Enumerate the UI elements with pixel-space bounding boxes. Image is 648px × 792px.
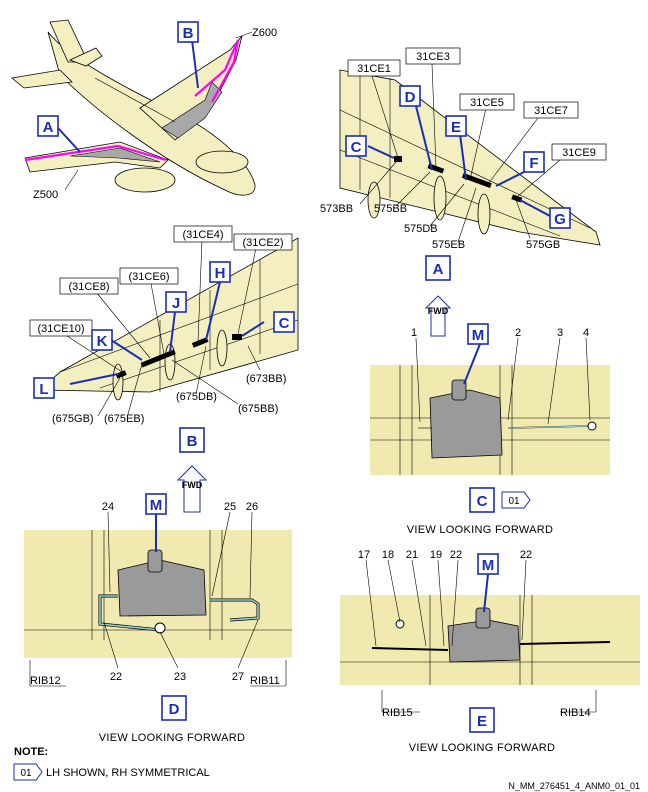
ref-4: 4 [583,327,589,339]
bracket-675gb: (675GB) [52,413,94,425]
sensor-31ce5: 31CE5 [470,97,504,109]
view-a-wing [339,63,601,246]
ref-3: 3 [557,327,563,339]
sensor-31ce8: (31CE8) [69,281,110,293]
detail-d: D [405,89,416,106]
zone-z500: Z500 [33,189,58,201]
ref-19: 19 [430,549,442,561]
view-d-detail [24,511,292,687]
bracket-575db: 575DB [404,223,438,235]
ref-22-e1: 22 [450,549,462,561]
note-text: LH SHOWN, RH SYMMETRICAL [46,767,210,779]
sensor-31ce4: (31CE4) [183,229,224,241]
callout-a: A [43,119,54,136]
detail-m-c: M [472,327,485,344]
bracket-573bb: 573BB [320,203,353,215]
ref-2: 2 [515,327,521,339]
ref-24: 24 [102,501,114,513]
detail-m-e: M [482,557,495,574]
view-e-detail [340,559,640,713]
detail-c-b: C [279,315,290,332]
ref-22-d: 22 [110,671,122,683]
bracket-575bb: 575BB [374,203,407,215]
callout-box-a [37,115,59,137]
sensor-31ce10: (31CE10) [37,323,84,335]
view-c-detail [370,337,610,475]
fwd-arrow-c: FWD [428,306,449,316]
bracket-675db: (675DB) [176,391,217,403]
rib12-label: RIB12 [30,675,61,687]
label-box [405,47,461,65]
detail-f: F [529,155,538,172]
bracket-675bb: (675BB) [238,403,278,415]
ref-18: 18 [382,549,394,561]
detail-k: K [97,333,108,350]
detail-h: H [215,265,226,282]
bracket-675eb: (675EB) [104,413,144,425]
label-box [551,143,607,161]
view-title-e: E [477,713,487,730]
label-box [523,101,579,119]
ref-1: 1 [411,327,417,339]
bracket-673bb: (673BB) [246,373,286,385]
rib14-label: RIB14 [560,707,591,719]
sensor-31ce1: 31CE1 [357,63,391,75]
view-title-c: C [477,493,488,510]
view-title-a: A [433,261,444,278]
detail-e: E [451,119,461,136]
note-title: NOTE: [14,746,48,758]
bracket-575gb: 575GB [526,239,560,251]
detail-j: J [172,295,180,312]
note-tag-c: 01 [508,496,520,507]
ref-21: 21 [406,549,418,561]
view-caption-d: VIEW LOOKING FORWARD [99,732,246,744]
bracket-575eb: 575EB [432,239,465,251]
label-box [459,93,515,111]
fwd-arrow-d: FWD [182,480,203,490]
detail-g: G [554,211,566,228]
ref-27: 27 [232,671,244,683]
sensor-31ce2: (31CE2) [243,237,284,249]
ref-17: 17 [358,549,370,561]
detail-c: C [351,139,362,156]
ref-25: 25 [224,501,236,513]
view-caption-c: VIEW LOOKING FORWARD [407,524,554,536]
ref-26: 26 [246,501,258,513]
ref-22-e2: 22 [520,549,532,561]
callout-box-b [177,21,199,43]
note-tag: 01 [20,768,32,779]
rib15-label: RIB15 [382,707,413,719]
ref-23: 23 [174,671,186,683]
view-title-d: D [169,701,180,718]
sensor-31ce6: (31CE6) [129,271,170,283]
label-box [347,59,401,77]
sensor-31ce3: 31CE3 [416,51,450,63]
sensor-31ce7: 31CE7 [534,105,568,117]
zone-z600: Z600 [252,27,277,39]
rib11-label: RIB11 [250,675,280,687]
aircraft-overview [11,19,256,196]
view-title-b: B [187,433,198,450]
detail-l: L [39,381,48,398]
sensor-31ce9: 31CE9 [562,147,596,159]
view-caption-e: VIEW LOOKING FORWARD [409,742,556,754]
callout-b: B [183,25,194,42]
view-b-wing [38,237,299,417]
detail-m-d: M [150,497,163,514]
doc-reference: N_MM_276451_4_ANM0_01_01 [508,781,640,791]
